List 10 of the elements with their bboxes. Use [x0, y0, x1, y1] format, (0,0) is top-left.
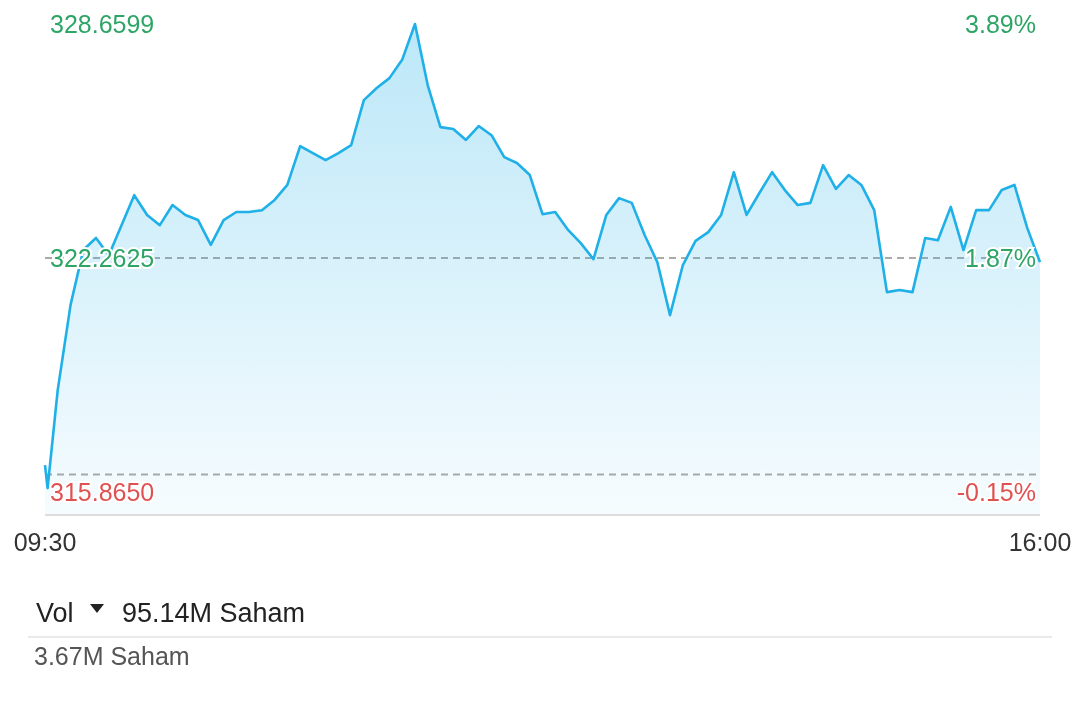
text: 3.67M Saham — [34, 642, 190, 670]
y2-tick-label: 3.89% — [965, 9, 1036, 38]
text: Vol — [36, 598, 74, 628]
y2-tick-label: -0.15% — [956, 477, 1036, 506]
y-tick-label: 328.6599 — [50, 9, 155, 38]
y2-tick-label: 1.87% — [965, 243, 1036, 272]
y-tick-label: 315.8650 — [50, 477, 155, 506]
x-tick-label: 16:00 — [1008, 528, 1072, 556]
text: 95.14M Saham — [122, 598, 306, 628]
x-tick-label: 09:30 — [13, 528, 77, 556]
